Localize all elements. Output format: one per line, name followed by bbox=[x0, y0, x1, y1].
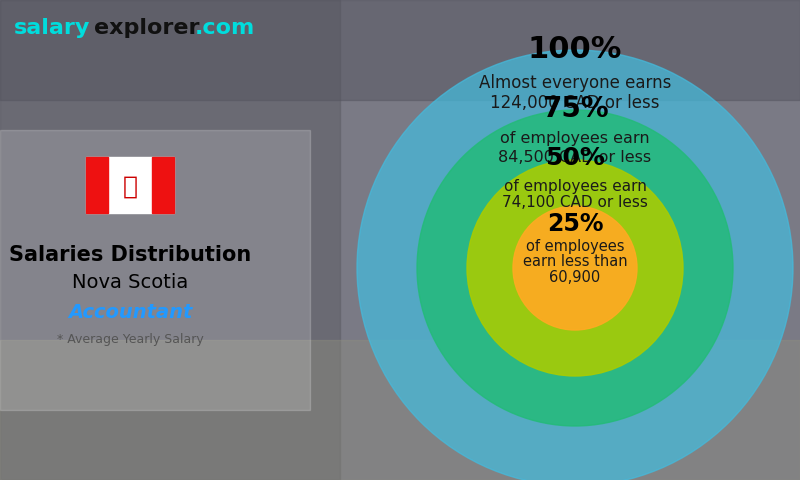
Bar bbox=[86, 157, 108, 213]
Text: Nova Scotia: Nova Scotia bbox=[72, 274, 188, 292]
Bar bbox=[86, 157, 174, 213]
Text: explorer: explorer bbox=[94, 18, 199, 38]
Text: .com: .com bbox=[195, 18, 255, 38]
Bar bbox=[0, 0, 340, 480]
Text: of employees: of employees bbox=[526, 239, 624, 253]
Bar bbox=[0, 340, 800, 480]
Text: of employees earn: of employees earn bbox=[500, 132, 650, 146]
Bar bbox=[0, 0, 800, 100]
Text: salary: salary bbox=[14, 18, 90, 38]
Text: Almost everyone earns: Almost everyone earns bbox=[479, 74, 671, 92]
Circle shape bbox=[357, 50, 793, 480]
Circle shape bbox=[417, 110, 733, 426]
Text: 124,000 CAD or less: 124,000 CAD or less bbox=[490, 94, 660, 112]
Text: * Average Yearly Salary: * Average Yearly Salary bbox=[57, 334, 203, 347]
Text: 50%: 50% bbox=[545, 146, 605, 170]
Text: 74,100 CAD or less: 74,100 CAD or less bbox=[502, 195, 648, 210]
Text: 60,900: 60,900 bbox=[550, 271, 601, 286]
Circle shape bbox=[467, 160, 683, 376]
Text: earn less than: earn less than bbox=[522, 254, 627, 269]
Text: 100%: 100% bbox=[528, 35, 622, 63]
Text: of employees earn: of employees earn bbox=[503, 179, 646, 194]
Text: 84,500 CAD or less: 84,500 CAD or less bbox=[498, 149, 651, 165]
Text: Accountant: Accountant bbox=[68, 302, 192, 322]
Text: 25%: 25% bbox=[546, 212, 603, 236]
Bar bbox=[0, 130, 310, 410]
Circle shape bbox=[513, 206, 637, 330]
Text: 75%: 75% bbox=[542, 95, 608, 123]
Text: Salaries Distribution: Salaries Distribution bbox=[9, 245, 251, 265]
Bar bbox=[152, 157, 174, 213]
Text: 🍁: 🍁 bbox=[122, 175, 138, 199]
